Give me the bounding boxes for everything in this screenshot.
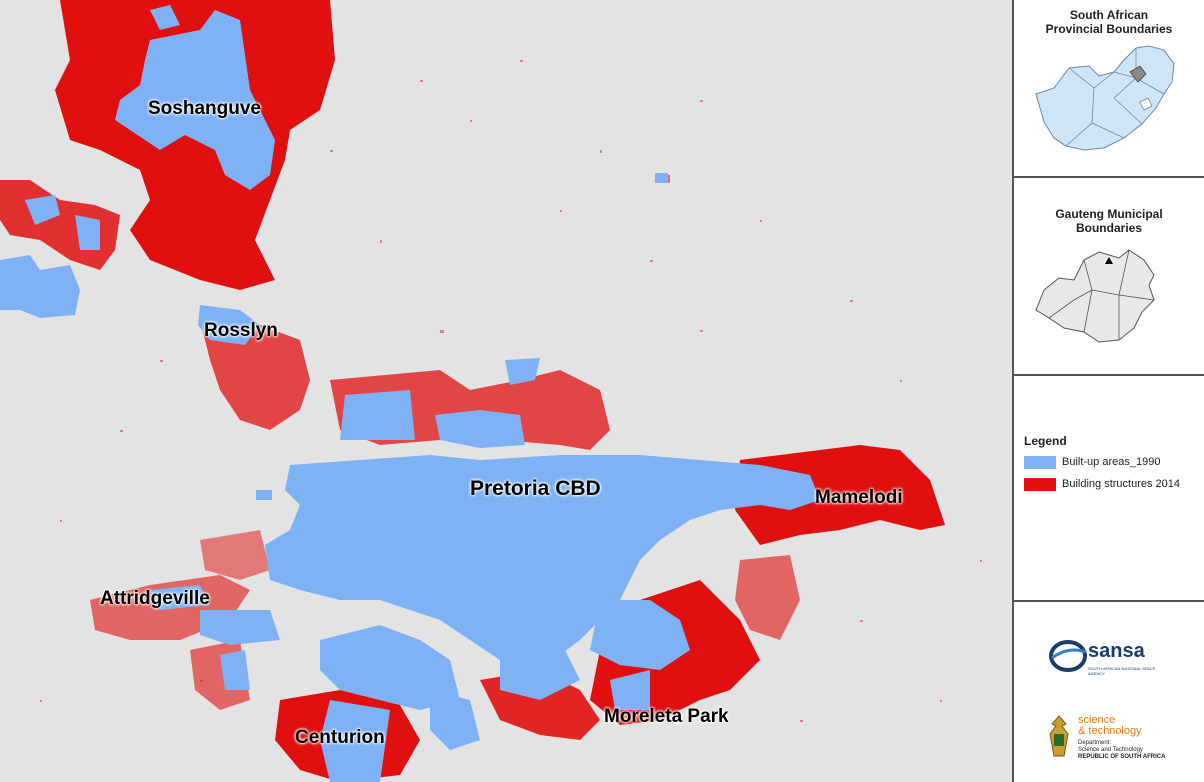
label-pretoria-cbd: Pretoria CBD — [470, 477, 601, 500]
label-soshanguve: Soshanguve — [148, 98, 261, 119]
inset-gauteng-panel: Gauteng Municipal Boundaries — [1014, 178, 1204, 376]
legend-panel: Legend Built-up areas_1990 Building stru… — [1014, 376, 1204, 602]
map-canvas — [0, 0, 982, 782]
dst-line4: Science and Technology — [1078, 747, 1143, 753]
buildings-swatch — [1024, 478, 1056, 491]
sansa-subtitle: SOUTH AFRICAN NATIONAL SPACE AGENCY — [1088, 666, 1156, 676]
dst-line1: science — [1078, 714, 1116, 726]
legend-title: Legend — [1024, 434, 1067, 448]
label-centurion: Centurion — [295, 727, 385, 748]
built-up-areas-1990 — [0, 5, 820, 782]
sansa-logo: sansa SOUTH AFRICAN NATIONAL SPACE AGENC… — [1048, 638, 1178, 678]
logos-panel: sansa SOUTH AFRICAN NATIONAL SPACE AGENC… — [1014, 602, 1204, 782]
south-africa-map — [1035, 45, 1175, 151]
legend-item-label: Built-up areas_1990 — [1062, 456, 1161, 468]
label-rosslyn: Rosslyn — [204, 320, 278, 341]
land-cover-map[interactable]: Soshanguve Rosslyn Pretoria CBD Mamelodi… — [0, 0, 1012, 782]
label-moreleta-park: Moreleta Park — [604, 706, 729, 727]
sansa-name: sansa — [1088, 640, 1145, 662]
legend-item-label: Building structures 2014 — [1062, 478, 1181, 490]
inset-gauteng-title: Gauteng Municipal Boundaries — [1055, 207, 1163, 235]
dst-line3: Department: — [1078, 740, 1112, 746]
dst-logo: science & technology Department: Science… — [1044, 714, 1194, 774]
coat-of-arms-icon — [1049, 715, 1069, 757]
dst-line5: REPUBLIC OF SOUTH AFRICA — [1078, 754, 1166, 760]
label-attridgeville: Attridgeville — [100, 588, 210, 609]
sansa-emblem-icon — [1049, 640, 1087, 672]
inset-provincial-panel: South African Provincial Boundaries — [1014, 0, 1204, 178]
built-up-swatch — [1024, 456, 1056, 469]
inset-provincial-title: South African Provincial Boundaries — [1045, 8, 1173, 36]
map-sidebar: South African Provincial Boundaries Gaut… — [1012, 0, 1204, 782]
gauteng-map — [1035, 249, 1155, 343]
label-mamelodi: Mamelodi — [815, 487, 903, 508]
dst-line2: & technology — [1078, 725, 1142, 737]
